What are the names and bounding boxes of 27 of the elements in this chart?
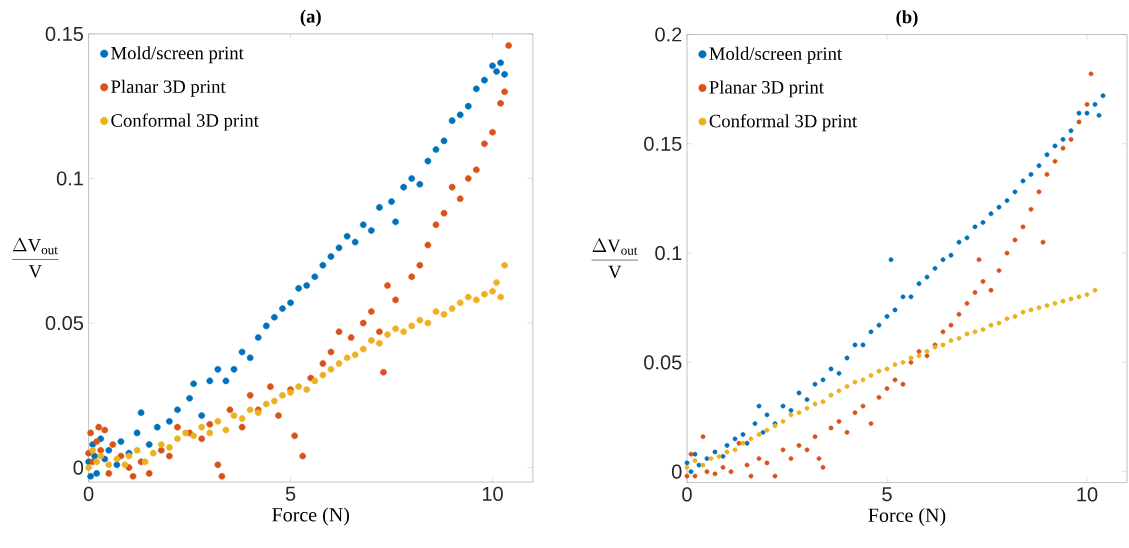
legend-label: Planar 3D print bbox=[709, 80, 824, 98]
y-tick-label: 0.15 bbox=[45, 26, 84, 41]
legend-label: Conformal 3D print bbox=[709, 114, 858, 132]
y-tick-label: 0.1 bbox=[56, 171, 83, 186]
y-tick-label: 0 bbox=[73, 460, 84, 475]
legend-label: Mold/screen print bbox=[111, 46, 244, 64]
y-tick-label: 0 bbox=[671, 464, 682, 479]
x-tick-label: 0 bbox=[682, 487, 692, 502]
y-tick-label: 0.1 bbox=[655, 245, 682, 261]
x-tick-label: 10 bbox=[1077, 487, 1098, 502]
y-tick-label: 0.05 bbox=[45, 315, 84, 331]
legend-label: Conformal 3D print bbox=[111, 113, 259, 131]
y-tick-label: 0.2 bbox=[655, 27, 682, 42]
legend-label: Mold/screen print bbox=[709, 46, 842, 64]
chart-title: (b) bbox=[896, 10, 918, 28]
x-axis-title: Force (N) bbox=[868, 507, 946, 527]
x-axis-title: Force (N) bbox=[272, 507, 350, 526]
x-tick-label: 5 bbox=[882, 487, 892, 502]
x-tick-label: 0 bbox=[83, 486, 94, 501]
y-axis-title: $\frac{\Delta \mathrm{V}_{\mathrm{out}}}{\mathrm{V}}$ bbox=[12, 237, 59, 278]
y-tick-label: 0.05 bbox=[644, 355, 682, 370]
chart-title: (a) bbox=[300, 9, 321, 27]
y-axis-title: $\frac{\Delta \mathrm{V}_{\mathrm{out}}}{\mathrm{V}}$ bbox=[591, 238, 639, 279]
x-tick-label: 5 bbox=[285, 486, 296, 501]
x-tick-label: 10 bbox=[482, 486, 503, 501]
legend-label: Planar 3D print bbox=[111, 79, 226, 97]
y-tick-label: 0.15 bbox=[644, 136, 682, 151]
